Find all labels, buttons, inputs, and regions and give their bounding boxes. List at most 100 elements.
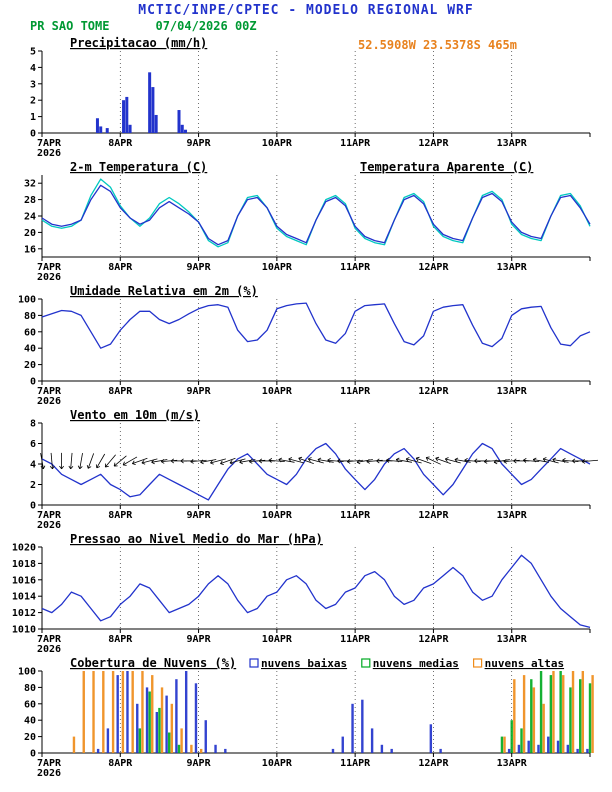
wind-barb-head [229, 462, 234, 465]
wind-barb-head [493, 459, 497, 463]
precip-bar [180, 124, 184, 133]
cloud-bar [361, 699, 364, 753]
cloud-bar [82, 671, 85, 753]
x-tick-label: 13APR [497, 262, 528, 273]
y-tick-label: 6 [30, 439, 36, 450]
precip-bar [148, 72, 152, 133]
wind-barb-head [346, 458, 351, 462]
cloud-bar [513, 679, 516, 753]
x-tick-label: 11APR [340, 758, 371, 769]
x-tick-label: 8APR [108, 510, 133, 521]
wind-barb-head [562, 458, 566, 461]
wind-barb-head [483, 461, 488, 464]
wind-barb [220, 457, 236, 465]
panel-right-label: Temperatura Aparente (C) [360, 160, 533, 174]
wind-barb-head [249, 458, 253, 462]
wind-barb-head [416, 456, 420, 459]
y-tick-label: 60 [24, 699, 36, 710]
wind-barb-head [105, 465, 109, 468]
wind-barb [356, 459, 373, 463]
wind-barb-head [523, 458, 527, 461]
wind-barb [79, 452, 83, 469]
y-tick-label: 1 [30, 112, 36, 123]
cloud-bar [500, 736, 504, 753]
cloud-bar [439, 748, 442, 753]
wind-barb [317, 459, 334, 463]
wind-barb-head [395, 459, 399, 463]
panel-title: Cobertura de Nuvens (%) [70, 656, 236, 670]
wind-barb-head [542, 457, 547, 460]
wind-barb-head [190, 461, 194, 464]
cloud-bar [549, 675, 553, 753]
x-tick-label: 12APR [418, 386, 449, 397]
wind-barb-head [542, 458, 546, 462]
cloud-bar [177, 744, 181, 753]
precip-bar [184, 129, 188, 133]
station-coordinates: 52.5908W 23.5378S 465m [358, 38, 517, 52]
wind-barb-head [464, 458, 468, 461]
precip-bar [154, 114, 158, 133]
wind-barb [581, 459, 599, 463]
panel-title: Vento em 10m (m/s) [70, 408, 200, 422]
y-tick-label: 1018 [12, 559, 36, 570]
wind-barb-head [200, 461, 204, 465]
wind-barb-head [532, 459, 536, 463]
wind-barb-head [523, 459, 527, 463]
wind-barb [70, 452, 73, 469]
cloud-bar [106, 728, 110, 753]
wind-barb [493, 459, 510, 463]
wind-barb-head [298, 457, 301, 462]
cloud-bar [116, 675, 119, 753]
x-year-label: 2026 [37, 644, 61, 655]
y-tick-label: 4 [30, 63, 36, 74]
cloud-bar [168, 732, 171, 753]
wind-barb [533, 459, 550, 463]
wind-barb-head [86, 464, 89, 469]
wind-barb-head [298, 456, 303, 459]
wind-barb [523, 459, 540, 463]
panel-title: Pressao ao Nivel Medio do Mar (hPa) [70, 532, 323, 546]
cloud-bar [199, 748, 203, 753]
x-tick-label: 10APR [262, 138, 293, 149]
wind-barb-head [454, 459, 458, 463]
cloud-bar [145, 687, 149, 753]
x-tick-label: 9APR [187, 634, 212, 645]
wind-barb [366, 459, 383, 463]
cloud-bar [170, 703, 174, 753]
cloud-bar [522, 675, 526, 753]
wind-barb [239, 459, 256, 463]
wind-barb-head [132, 463, 136, 466]
wind-barb [484, 459, 501, 463]
wind-barb-head [571, 460, 576, 464]
x-tick-label: 12APR [418, 634, 449, 645]
cloud-bar [190, 744, 193, 753]
y-tick-label: 20 [24, 360, 36, 371]
wind-barb-head [445, 457, 449, 460]
wind-barb-head [161, 461, 165, 464]
y-tick-label: 1010 [12, 625, 36, 636]
wind-barb [298, 457, 314, 465]
cloud-bar [539, 671, 543, 753]
x-tick-label: 9APR [187, 386, 212, 397]
wind-barb-head [464, 459, 468, 463]
panel-title: Umidade Relativa em 2m (%) [70, 284, 258, 298]
wind-barb [327, 459, 344, 463]
wind-barb-head [96, 466, 101, 469]
x-tick-label: 9APR [187, 510, 212, 521]
cloud-bar [160, 687, 164, 753]
wind-barb-head [308, 457, 312, 460]
wind-barb-head [210, 459, 213, 464]
wind-barb [406, 458, 422, 464]
cloud-bar [131, 671, 134, 753]
precip-bar [177, 110, 181, 133]
cloud-bar [566, 744, 570, 753]
cloud-bar [571, 671, 575, 753]
cloud-bar [165, 695, 168, 753]
wind-barb [268, 459, 285, 463]
cloud-bar [126, 671, 129, 753]
y-tick-label: 28 [24, 195, 36, 206]
